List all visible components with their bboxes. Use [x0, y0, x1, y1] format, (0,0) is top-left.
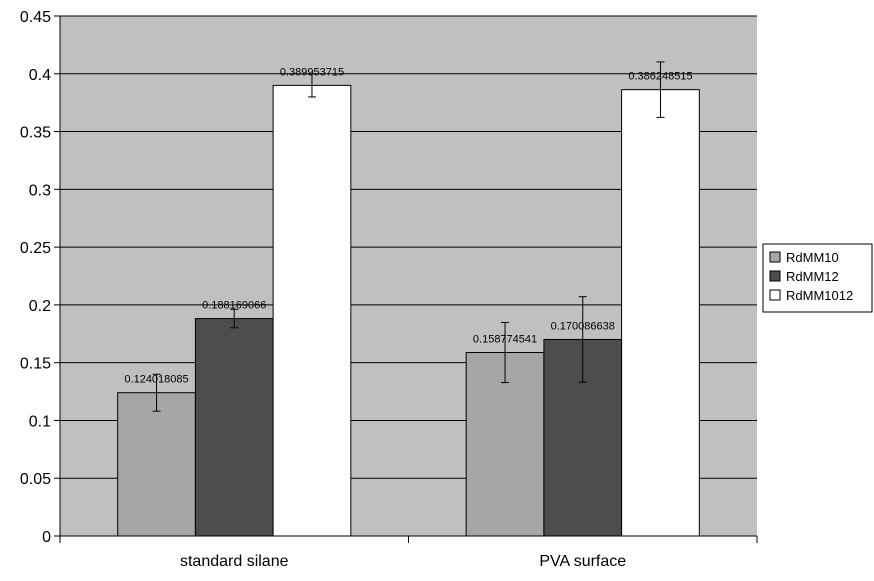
legend-swatch [769, 289, 781, 301]
y-tick-label: 0 [42, 529, 51, 546]
axes: 0 0.05 0.1 0.15 0.2 0.25 0.3 0.35 0.4 0.45 standar… [20, 9, 758, 570]
error-bars [152, 61, 665, 412]
data-label: 0.170086638 [551, 320, 615, 332]
legend-label: RdMM10 [786, 250, 839, 265]
legend-label: RdMM12 [786, 269, 839, 284]
y-tick-label: 0.45 [20, 9, 51, 26]
y-tick-label: 0.3 [29, 182, 51, 199]
y-tick-label: 0.25 [20, 240, 51, 257]
bar [272, 84, 352, 537]
data-label: 0.386248515 [628, 71, 692, 83]
legend-swatch [769, 251, 781, 263]
y-tick-label: 0.35 [20, 125, 51, 142]
data-label: 0.389953715 [280, 66, 344, 78]
data-label: 0.158774541 [473, 334, 537, 346]
bar [117, 392, 196, 537]
data-labels: 0.124018085 0.188169066 0.389953715 0.15877… [124, 66, 692, 385]
data-label: 0.124018085 [124, 374, 188, 386]
x-tick-label: standard silane [180, 553, 289, 570]
legend-label: RdMM1012 [786, 288, 853, 303]
data-label: 0.188169066 [202, 300, 266, 312]
legend-swatch [769, 270, 781, 282]
x-tick-label: PVA surface [539, 553, 626, 570]
legend-box [762, 243, 873, 313]
bar [621, 89, 700, 537]
y-tick-label: 0.15 [20, 356, 51, 373]
y-tick-label: 0.4 [29, 67, 51, 84]
y-tick-label: 0.1 [29, 413, 51, 430]
legend: RdMM10 RdMM12 RdMM1012 [762, 243, 873, 313]
y-tick-label: 0.2 [29, 298, 51, 315]
bar [194, 318, 274, 537]
y-tick-label: 0.05 [20, 471, 51, 488]
